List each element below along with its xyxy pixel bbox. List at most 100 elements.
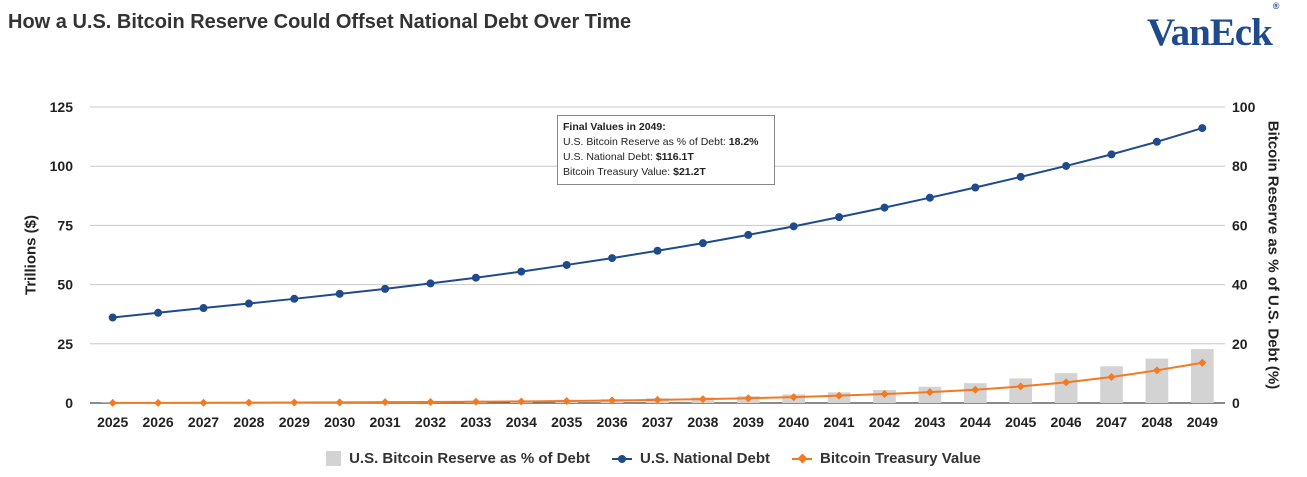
legend-swatch-reserve	[326, 451, 342, 466]
x-tick-label: 2035	[551, 414, 582, 430]
y-left-tick-label: 0	[65, 395, 73, 411]
tooltip-reserve-label: U.S. Bitcoin Reserve as % of Debt:	[563, 136, 726, 148]
point-national-debt	[835, 213, 844, 222]
point-treasury-value	[108, 398, 117, 407]
x-tick-label: 2048	[1141, 414, 1172, 430]
point-treasury-value	[608, 396, 617, 405]
point-national-debt	[653, 246, 662, 255]
x-tick-label: 2037	[642, 414, 673, 430]
x-tick-label: 2028	[233, 414, 264, 430]
y-left-tick-label: 125	[50, 99, 74, 115]
legend-item-reserve[interactable]: U.S. Bitcoin Reserve as % of Debt	[326, 450, 590, 467]
point-national-debt	[880, 203, 889, 212]
x-tick-label: 2038	[687, 414, 718, 430]
y-right-tick-label: 60	[1232, 217, 1248, 233]
point-treasury-value	[835, 391, 844, 400]
point-treasury-value	[1016, 382, 1025, 391]
point-national-debt	[335, 289, 344, 298]
tooltip-reserve-value: 18.2%	[728, 136, 759, 148]
legend-item-treasury[interactable]: Bitcoin Treasury Value	[792, 450, 981, 467]
x-tick-label: 2043	[914, 414, 945, 430]
x-tick-label: 2047	[1096, 414, 1127, 430]
legend-label-debt: U.S. National Debt	[639, 450, 770, 467]
point-national-debt	[789, 222, 798, 231]
point-national-debt	[290, 294, 299, 303]
point-treasury-value	[789, 393, 798, 402]
point-treasury-value	[1062, 378, 1071, 387]
y-right-tick-label: 100	[1232, 99, 1256, 115]
point-treasury-value	[517, 397, 526, 406]
point-treasury-value	[744, 394, 753, 403]
point-treasury-value	[426, 397, 435, 406]
y-left-tick-label: 100	[50, 158, 74, 174]
point-national-debt	[1107, 150, 1116, 159]
point-treasury-value	[880, 390, 889, 399]
point-treasury-value	[471, 397, 480, 406]
chart-legend: U.S. Bitcoin Reserve as % of Debt U.S. N…	[0, 450, 1307, 467]
tooltip-debt-label: U.S. National Debt:	[563, 151, 653, 163]
x-tick-label: 2027	[188, 414, 219, 430]
point-treasury-value	[244, 398, 253, 407]
x-tick-label: 2026	[143, 414, 174, 430]
point-treasury-value	[653, 395, 662, 404]
x-tick-label: 2036	[597, 414, 628, 430]
x-tick-label: 2041	[824, 414, 855, 430]
registered-mark: ®	[1272, 1, 1280, 11]
point-national-debt	[698, 239, 707, 248]
y-right-tick-label: 40	[1232, 277, 1248, 293]
point-treasury-value	[562, 397, 571, 406]
point-treasury-value	[335, 398, 344, 407]
x-tick-label: 2049	[1187, 414, 1218, 430]
point-national-debt	[744, 230, 753, 239]
point-national-debt	[244, 299, 253, 308]
point-national-debt	[1016, 172, 1025, 181]
y-left-tick-label: 75	[57, 217, 73, 233]
point-national-debt	[608, 254, 617, 263]
point-national-debt	[1152, 137, 1161, 146]
point-national-debt	[471, 273, 480, 282]
x-tick-label: 2040	[778, 414, 809, 430]
tooltip-heading: Final Values in 2049:	[563, 121, 666, 133]
logo-text: VanEck	[1147, 11, 1273, 54]
legend-label-treasury: Bitcoin Treasury Value	[820, 450, 981, 467]
point-national-debt	[426, 279, 435, 288]
legend-item-debt[interactable]: U.S. National Debt	[611, 450, 770, 467]
tooltip-treasury-label: Bitcoin Treasury Value:	[563, 166, 671, 178]
legend-label-reserve: U.S. Bitcoin Reserve as % of Debt	[349, 450, 590, 467]
tooltip-treasury-value: $21.2T	[673, 166, 706, 178]
x-tick-label: 2044	[960, 414, 991, 430]
point-national-debt	[108, 313, 117, 322]
x-tick-label: 2033	[460, 414, 491, 430]
point-national-debt	[1198, 124, 1207, 133]
point-national-debt	[562, 260, 571, 269]
point-treasury-value	[290, 398, 299, 407]
final-values-tooltip: Final Values in 2049: U.S. Bitcoin Reser…	[557, 115, 775, 185]
tooltip-debt-value: $116.1T	[655, 151, 694, 163]
bar-reserve-pct	[1190, 349, 1214, 403]
vaneck-logo: VanEck®	[1147, 1, 1279, 55]
point-national-debt	[925, 193, 934, 202]
chart-title: How a U.S. Bitcoin Reserve Could Offset …	[8, 11, 632, 33]
point-national-debt	[381, 284, 390, 293]
y-right-tick-label: 0	[1232, 395, 1240, 411]
x-tick-label: 2032	[415, 414, 446, 430]
x-tick-label: 2030	[324, 414, 355, 430]
bar-reserve-pct	[1100, 366, 1123, 403]
y-right-tick-label: 20	[1232, 336, 1248, 352]
x-tick-label: 2025	[97, 414, 128, 430]
x-tick-label: 2045	[1005, 414, 1036, 430]
point-treasury-value	[154, 398, 163, 407]
point-treasury-value	[1152, 366, 1161, 375]
x-tick-label: 2034	[506, 414, 537, 430]
legend-swatch-debt	[611, 453, 632, 465]
point-national-debt	[971, 183, 980, 192]
point-treasury-value	[381, 398, 390, 407]
x-tick-label: 2042	[869, 414, 900, 430]
point-treasury-value	[971, 385, 980, 394]
bar-reserve-pct	[1009, 378, 1033, 403]
point-treasury-value	[199, 398, 208, 407]
y-right-tick-label: 80	[1232, 158, 1248, 174]
x-tick-label: 2046	[1051, 414, 1082, 430]
point-treasury-value	[1107, 372, 1116, 381]
